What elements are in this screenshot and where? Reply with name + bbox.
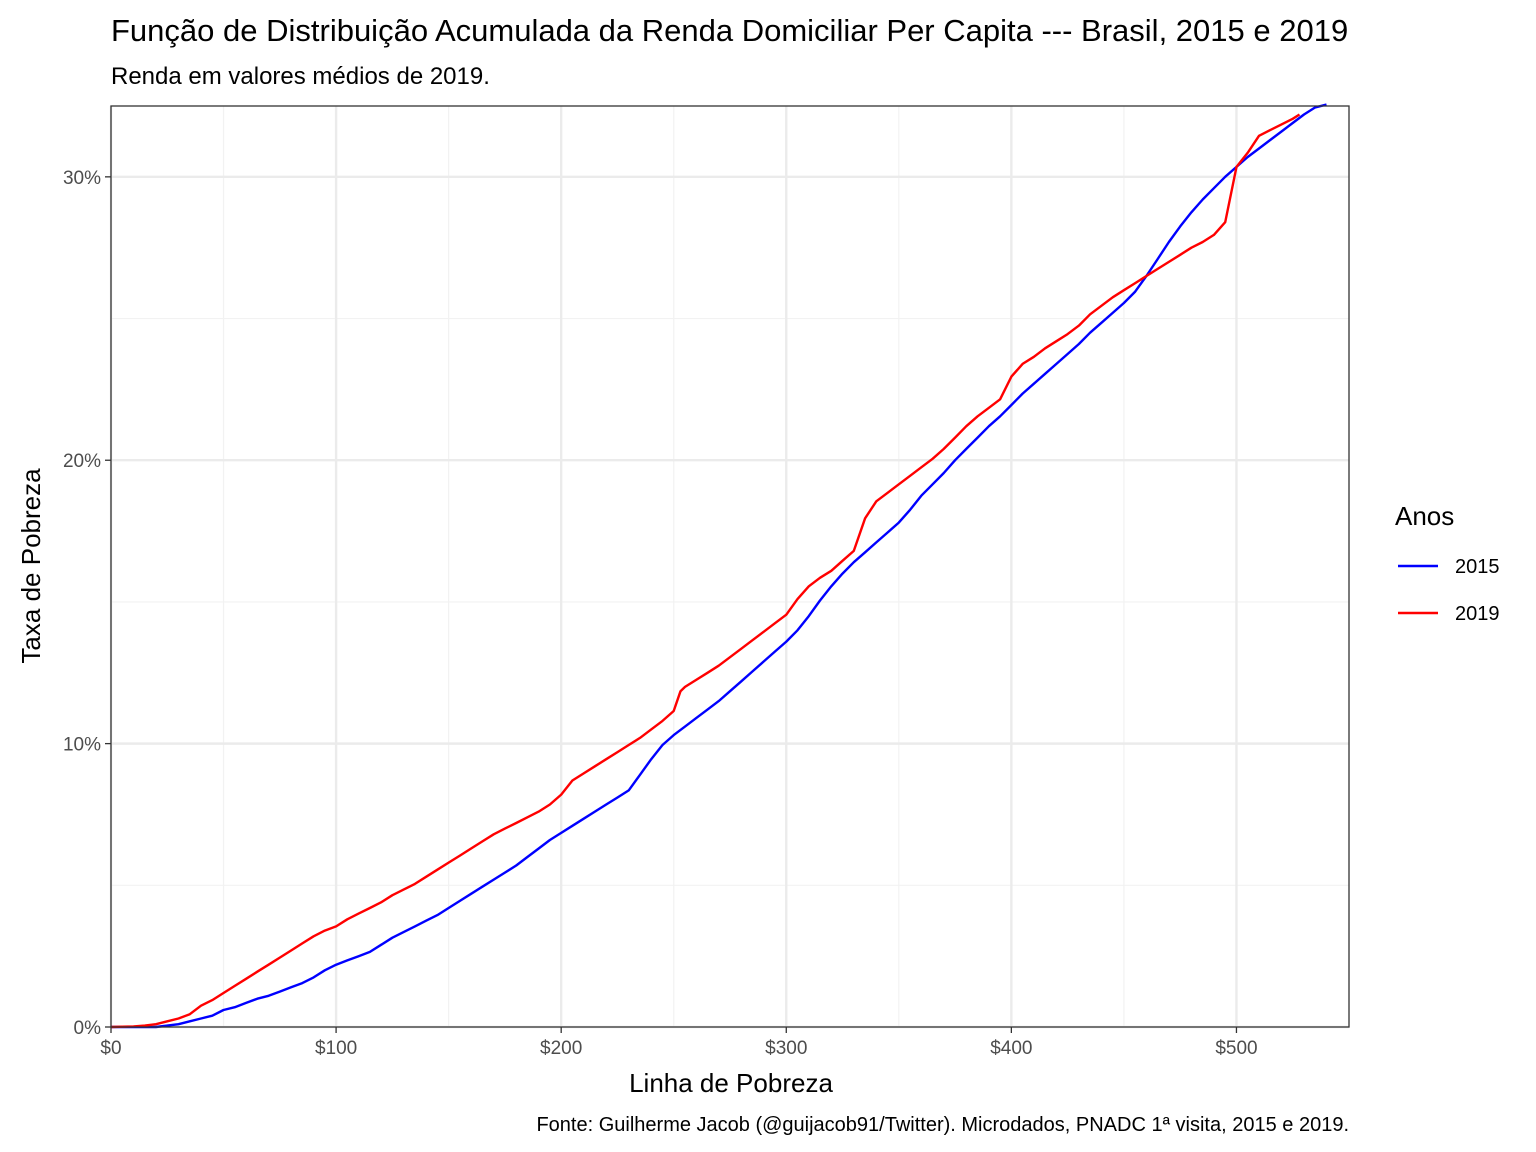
x-tick-label: $200: [540, 1038, 582, 1059]
minor-gridlines: [111, 106, 1349, 1027]
y-axis-ticks: 0% 10% 20% 30%: [63, 168, 111, 1039]
x-tick-label: $0: [100, 1038, 121, 1059]
legend-label-2015: 2015: [1455, 556, 1500, 578]
legend: Anos 2015 2019: [1395, 501, 1500, 625]
plot-panel: [111, 106, 1349, 1027]
x-axis-ticks: $0 $100 $200 $300 $400 $500: [100, 1027, 1258, 1059]
y-tick-label: 10%: [63, 735, 101, 756]
x-tick-label: $300: [765, 1038, 807, 1059]
x-tick-label: $400: [990, 1038, 1032, 1059]
y-tick-label: 30%: [63, 168, 101, 189]
chart-title: Função de Distribuição Acumulada da Rend…: [111, 13, 1348, 48]
x-tick-label: $500: [1215, 1038, 1257, 1059]
legend-title: Anos: [1395, 501, 1454, 531]
y-tick-label: 20%: [63, 451, 101, 472]
series-lines: [110, 103, 1327, 1029]
series-line-2015: [111, 103, 1327, 1029]
y-tick-label: 0%: [74, 1018, 102, 1039]
legend-label-2019: 2019: [1455, 603, 1500, 625]
source-caption: Fonte: Guilherme Jacob (@guijacob91/Twit…: [536, 1114, 1349, 1136]
x-axis-title: Linha de Pobreza: [629, 1068, 833, 1098]
chart-subtitle: Renda em valores médios de 2019.: [111, 63, 490, 90]
series-line-2019: [110, 113, 1301, 1029]
x-tick-label: $100: [315, 1038, 357, 1059]
plot-border: [110, 105, 1350, 1028]
y-axis-title: Taxa de Pobreza: [16, 468, 46, 664]
